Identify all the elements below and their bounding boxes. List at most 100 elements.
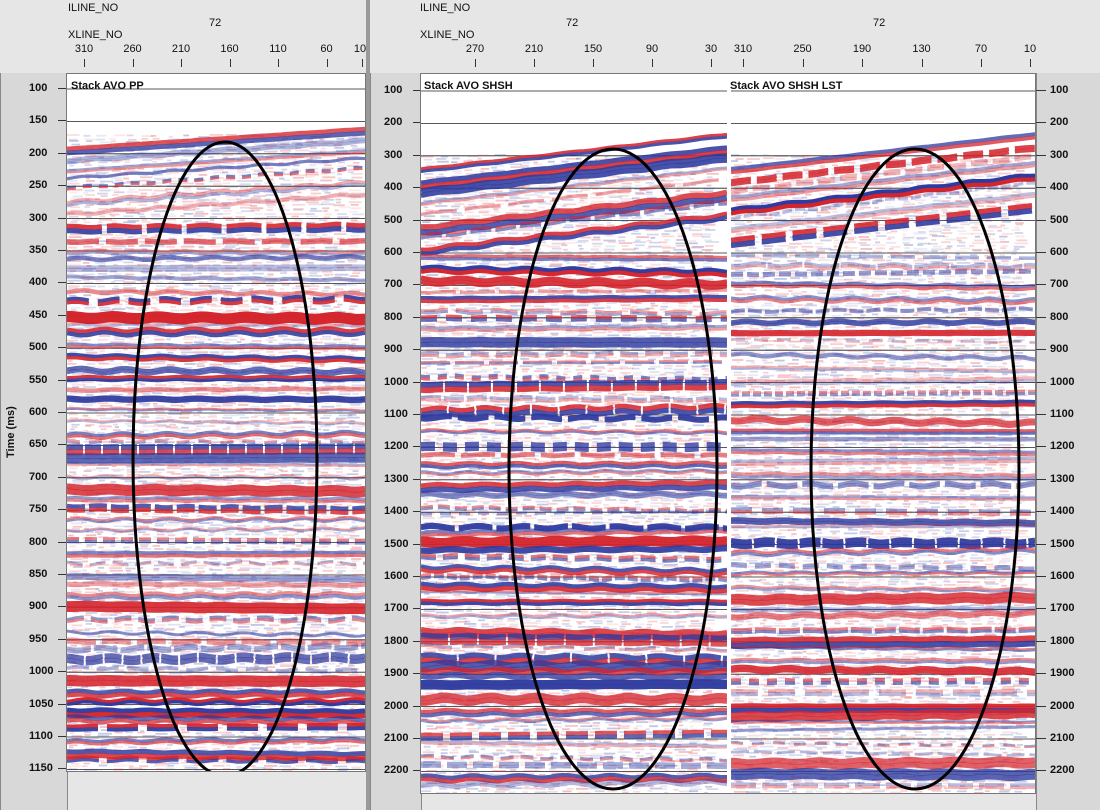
trace-sample	[113, 560, 123, 562]
trace-sample	[97, 224, 109, 226]
trace-sample	[308, 640, 320, 642]
trace-sample	[294, 465, 302, 468]
trace-sample	[306, 662, 318, 665]
trace-sample	[282, 158, 297, 161]
trace-sample	[154, 423, 167, 426]
trace-sample	[210, 627, 215, 629]
trace-sample	[112, 288, 120, 290]
trace-sample	[238, 404, 249, 406]
trace-sample	[153, 569, 160, 572]
trace-sample	[168, 479, 174, 482]
trace-sample	[183, 531, 190, 534]
trace-sample	[142, 393, 151, 395]
trace-sample	[338, 179, 348, 181]
trace-sample	[126, 648, 136, 651]
trace-sample	[264, 324, 269, 326]
trace-sample	[156, 480, 170, 483]
view-divider[interactable]	[366, 0, 370, 810]
trace-sample	[153, 204, 164, 207]
left-time-tick-label: 850	[29, 568, 48, 580]
trace-sample	[250, 249, 259, 252]
trace-sample	[84, 527, 89, 530]
trace-sample	[306, 213, 315, 215]
trace-sample	[152, 165, 163, 168]
trace-sample	[140, 362, 153, 365]
trace-sample	[152, 471, 162, 474]
trace-sample	[141, 276, 147, 279]
trace-sample	[73, 513, 78, 516]
trace-sample	[237, 420, 249, 423]
right-time-tick-label-left: 1500	[384, 537, 409, 550]
trace-sample	[96, 561, 103, 564]
trace-sample	[156, 615, 167, 618]
trace-sample	[82, 401, 97, 404]
trace-sample	[226, 173, 235, 176]
trace-sample	[263, 366, 276, 369]
trace-sample	[222, 384, 233, 387]
trace-sample	[254, 213, 263, 215]
trace-sample	[350, 288, 364, 291]
right-seismic-section	[421, 74, 1035, 793]
trace-sample	[95, 768, 103, 771]
trace-sample	[224, 323, 236, 326]
trace-sample	[266, 663, 278, 666]
trace-sample	[99, 686, 106, 689]
trace-sample	[264, 765, 278, 767]
trace-sample	[338, 441, 350, 443]
trace-sample	[337, 770, 347, 771]
right-time-tick-mark-right	[1036, 511, 1046, 513]
trace-sample	[265, 563, 272, 566]
trace-sample	[67, 339, 78, 342]
trace-sample	[140, 579, 153, 581]
trace-sample	[334, 248, 344, 251]
trace-sample	[323, 467, 330, 470]
trace-sample	[151, 647, 159, 650]
trace-sample	[69, 405, 74, 408]
trace-sample	[334, 588, 344, 591]
trace-sample	[263, 527, 268, 529]
trace-sample	[226, 422, 240, 425]
trace-sample	[142, 423, 147, 425]
trace-sample	[221, 467, 229, 470]
trace-sample	[347, 473, 359, 476]
trace-sample	[167, 570, 179, 573]
right-seismic-panel[interactable]: Stack AVO SHSH Stack AVO SHSH LST	[420, 73, 1036, 794]
trace-sample	[308, 270, 321, 273]
trace-sample	[306, 234, 317, 236]
trace-sample	[194, 666, 209, 669]
trace-sample	[348, 537, 356, 540]
trace-sample	[309, 584, 317, 587]
trace-sample	[291, 627, 303, 629]
trace-sample	[295, 362, 309, 365]
trace-sample	[180, 164, 189, 167]
trace-sample	[194, 474, 204, 477]
trace-sample	[645, 172, 651, 175]
trace-sample	[347, 164, 359, 167]
trace-sample	[675, 173, 686, 176]
reflector-band	[67, 316, 365, 326]
trace-sample	[223, 209, 232, 212]
trace-sample	[348, 402, 362, 405]
trace-sample	[294, 213, 308, 215]
trace-sample	[255, 557, 261, 560]
trace-sample	[320, 363, 325, 365]
trace-sample	[281, 284, 290, 286]
trace-sample	[99, 422, 105, 425]
trace-sample	[281, 213, 296, 215]
trace-sample	[140, 210, 147, 212]
reflector-band	[67, 151, 365, 174]
trace-sample	[155, 384, 167, 387]
trace-sample	[83, 221, 91, 224]
trace-sample	[296, 623, 305, 626]
trace-sample	[281, 510, 287, 513]
left-seismic-panel[interactable]: Stack AVO PP	[66, 73, 366, 772]
trace-sample	[337, 156, 348, 159]
trace-sample	[127, 139, 137, 141]
trace-sample	[81, 218, 87, 221]
trace-sample	[291, 326, 299, 329]
trace-sample	[224, 716, 238, 719]
left-xline-tick-label: 310	[74, 43, 94, 55]
trace-sample	[100, 195, 108, 197]
trace-sample	[138, 666, 149, 668]
trace-sample	[97, 581, 111, 583]
